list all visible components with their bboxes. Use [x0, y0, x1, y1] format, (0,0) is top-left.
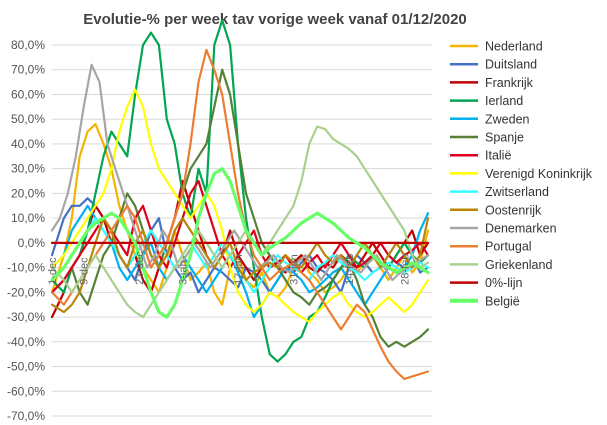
x-tick-label: 1-dec: [47, 257, 59, 285]
legend-label: Nederland: [485, 40, 543, 54]
series-line-ierland: [50, 19, 430, 363]
y-axis-ticks: 80,0% 70,0% 60,0% 50,0% 40,0% 30,0% 20,0% 10,0%…: [7, 38, 45, 423]
series-line-belgi: [50, 167, 430, 319]
y-tick-label: -70,0%: [7, 409, 45, 423]
legend-label: 0%-lijn: [485, 276, 523, 290]
x-tick-label: 9-dec: [79, 257, 91, 285]
legend-label: Zweden: [485, 112, 530, 126]
legend-label: Oostenrijk: [485, 203, 542, 217]
y-tick-label: 20,0%: [11, 186, 45, 200]
series-line-zweden: [50, 204, 430, 319]
y-tick-label: -40,0%: [7, 335, 45, 349]
y-tick-label: 70,0%: [11, 63, 45, 77]
series-line-griekenland: [50, 125, 430, 319]
legend-label: België: [485, 294, 520, 308]
y-tick-label: 60,0%: [11, 87, 45, 101]
x-tick-label: 31-jan: [288, 254, 300, 285]
series-line-denemarken: [50, 63, 430, 282]
series-line-spanje: [50, 68, 430, 348]
y-tick-label: -10,0%: [7, 261, 45, 275]
x-tick-label: 3-jan: [178, 260, 190, 284]
x-tick-label: 23-dec: [134, 251, 146, 285]
y-tick-label: 30,0%: [11, 162, 45, 176]
series-line-oostenrijk: [50, 217, 430, 314]
series-line-portugal: [50, 48, 430, 380]
legend-label: Denemarken: [485, 222, 557, 236]
legend-label: Italië: [485, 149, 511, 163]
legend: Nederland Duitsland Frankrijk Ierland Zweden…: [450, 40, 593, 308]
y-tick-label: -30,0%: [7, 310, 45, 324]
y-tick-label: 40,0%: [11, 137, 45, 151]
y-tick-label: 10,0%: [11, 211, 45, 225]
legend-label: Duitsland: [485, 58, 537, 72]
x-tick-label: 14-feb: [344, 254, 356, 285]
legend-label: Verenigd Koninkrijk: [485, 167, 593, 181]
gridlines: [52, 44, 432, 417]
legend-label: Frankrijk: [485, 76, 534, 90]
legend-label: Griekenland: [485, 258, 552, 272]
y-tick-label: 80,0%: [11, 38, 45, 52]
chart-title: Evolutie-% per week tav vorige week vana…: [83, 11, 467, 28]
y-tick-label: -60,0%: [7, 384, 45, 398]
y-tick-label: 0,0%: [18, 236, 46, 250]
legend-label: Spanje: [485, 131, 524, 145]
series-line-itali: [50, 179, 430, 294]
legend-label: Portugal: [485, 240, 532, 254]
y-tick-label: -20,0%: [7, 285, 45, 299]
x-axis-ticks: 1-dec 9-dec 23-dec 3-jan 17-jan 31-jan 14-feb 2…: [47, 251, 411, 285]
y-tick-label: -50,0%: [7, 360, 45, 374]
x-tick-label: 17-jan: [233, 254, 245, 285]
y-tick-label: 50,0%: [11, 112, 45, 126]
x-tick-label: 28-feb: [399, 254, 411, 285]
legend-label: Zwitserland: [485, 185, 549, 199]
series-lines: [50, 19, 430, 380]
legend-label: Ierland: [485, 94, 523, 108]
